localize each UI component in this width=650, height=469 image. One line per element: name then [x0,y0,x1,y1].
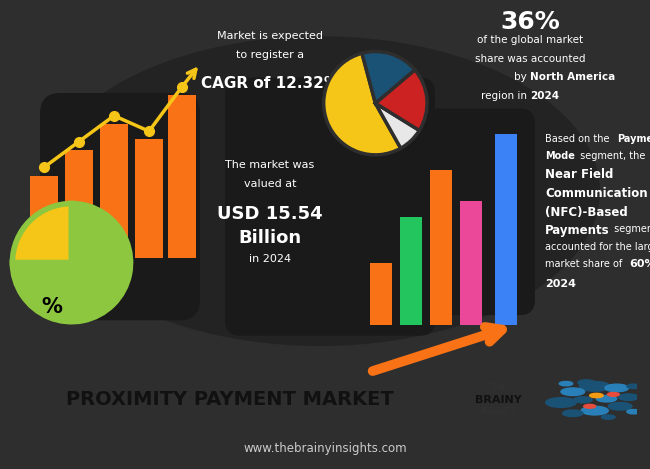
Text: market share of: market share of [545,259,625,269]
Text: (NFC)-Based: (NFC)-Based [545,205,628,219]
Text: valued at: valued at [244,179,296,189]
FancyBboxPatch shape [365,108,535,315]
Bar [495,134,517,325]
Text: Payment: Payment [617,134,650,144]
Text: Near Field: Near Field [545,168,614,182]
Text: USD 15.54: USD 15.54 [217,204,323,223]
Text: CAGR of 12.32%: CAGR of 12.32% [201,76,339,91]
Circle shape [580,381,610,391]
Wedge shape [12,204,72,263]
Circle shape [563,410,583,416]
FancyBboxPatch shape [40,93,200,320]
Circle shape [605,384,629,392]
Text: North America: North America [530,72,616,83]
Text: Mode: Mode [545,151,575,161]
Text: 2024: 2024 [545,279,576,289]
Circle shape [608,393,619,396]
Text: to register a: to register a [236,50,304,60]
Circle shape [561,388,584,395]
Circle shape [584,404,595,408]
Text: segment: segment [611,224,650,234]
Circle shape [608,402,632,410]
Text: share was accounted: share was accounted [474,54,585,64]
Wedge shape [376,70,427,130]
Bar [460,202,482,325]
Text: www.thebrainyinsights.com: www.thebrainyinsights.com [243,442,407,455]
Text: region in: region in [481,91,530,101]
Circle shape [559,381,573,386]
Text: The market was: The market was [226,160,315,170]
Text: accounted for the largest: accounted for the largest [545,242,650,252]
Wedge shape [376,103,419,148]
Circle shape [581,406,608,415]
Circle shape [601,415,615,419]
Text: PROXIMITY PAYMENT MARKET: PROXIMITY PAYMENT MARKET [66,390,394,408]
Text: %: % [42,297,62,317]
Wedge shape [324,53,401,155]
Text: in 2024: in 2024 [249,254,291,264]
Bar [400,217,422,325]
Text: of the global market: of the global market [477,35,583,45]
Text: Payments: Payments [545,224,610,237]
Text: Market is expected: Market is expected [217,31,323,41]
Circle shape [590,393,603,398]
Text: 2024: 2024 [530,91,559,101]
FancyBboxPatch shape [225,77,435,336]
Text: Billion: Billion [239,229,302,247]
Text: 60%: 60% [629,259,650,269]
Bar [135,139,163,258]
Circle shape [597,395,617,402]
Polygon shape [55,243,125,284]
Bar [65,150,93,258]
Text: 36%: 36% [500,10,560,34]
Bar [430,170,452,325]
Wedge shape [12,204,131,322]
Text: by: by [514,72,530,83]
Ellipse shape [40,36,600,346]
Bar [100,124,128,258]
Bar [370,264,392,325]
Text: INSIGHTS: INSIGHTS [480,407,516,416]
Circle shape [546,398,576,408]
Bar [30,175,58,258]
Text: THE: THE [491,384,506,393]
Text: Based on the: Based on the [545,134,612,144]
Circle shape [618,394,639,401]
Circle shape [627,384,640,388]
Bar [168,95,196,258]
Circle shape [627,409,640,414]
Text: segment, the: segment, the [577,151,645,161]
Wedge shape [362,52,415,103]
Text: BRAINY: BRAINY [475,395,522,405]
Circle shape [573,397,592,403]
Circle shape [578,380,595,385]
Text: Communication: Communication [545,187,647,200]
